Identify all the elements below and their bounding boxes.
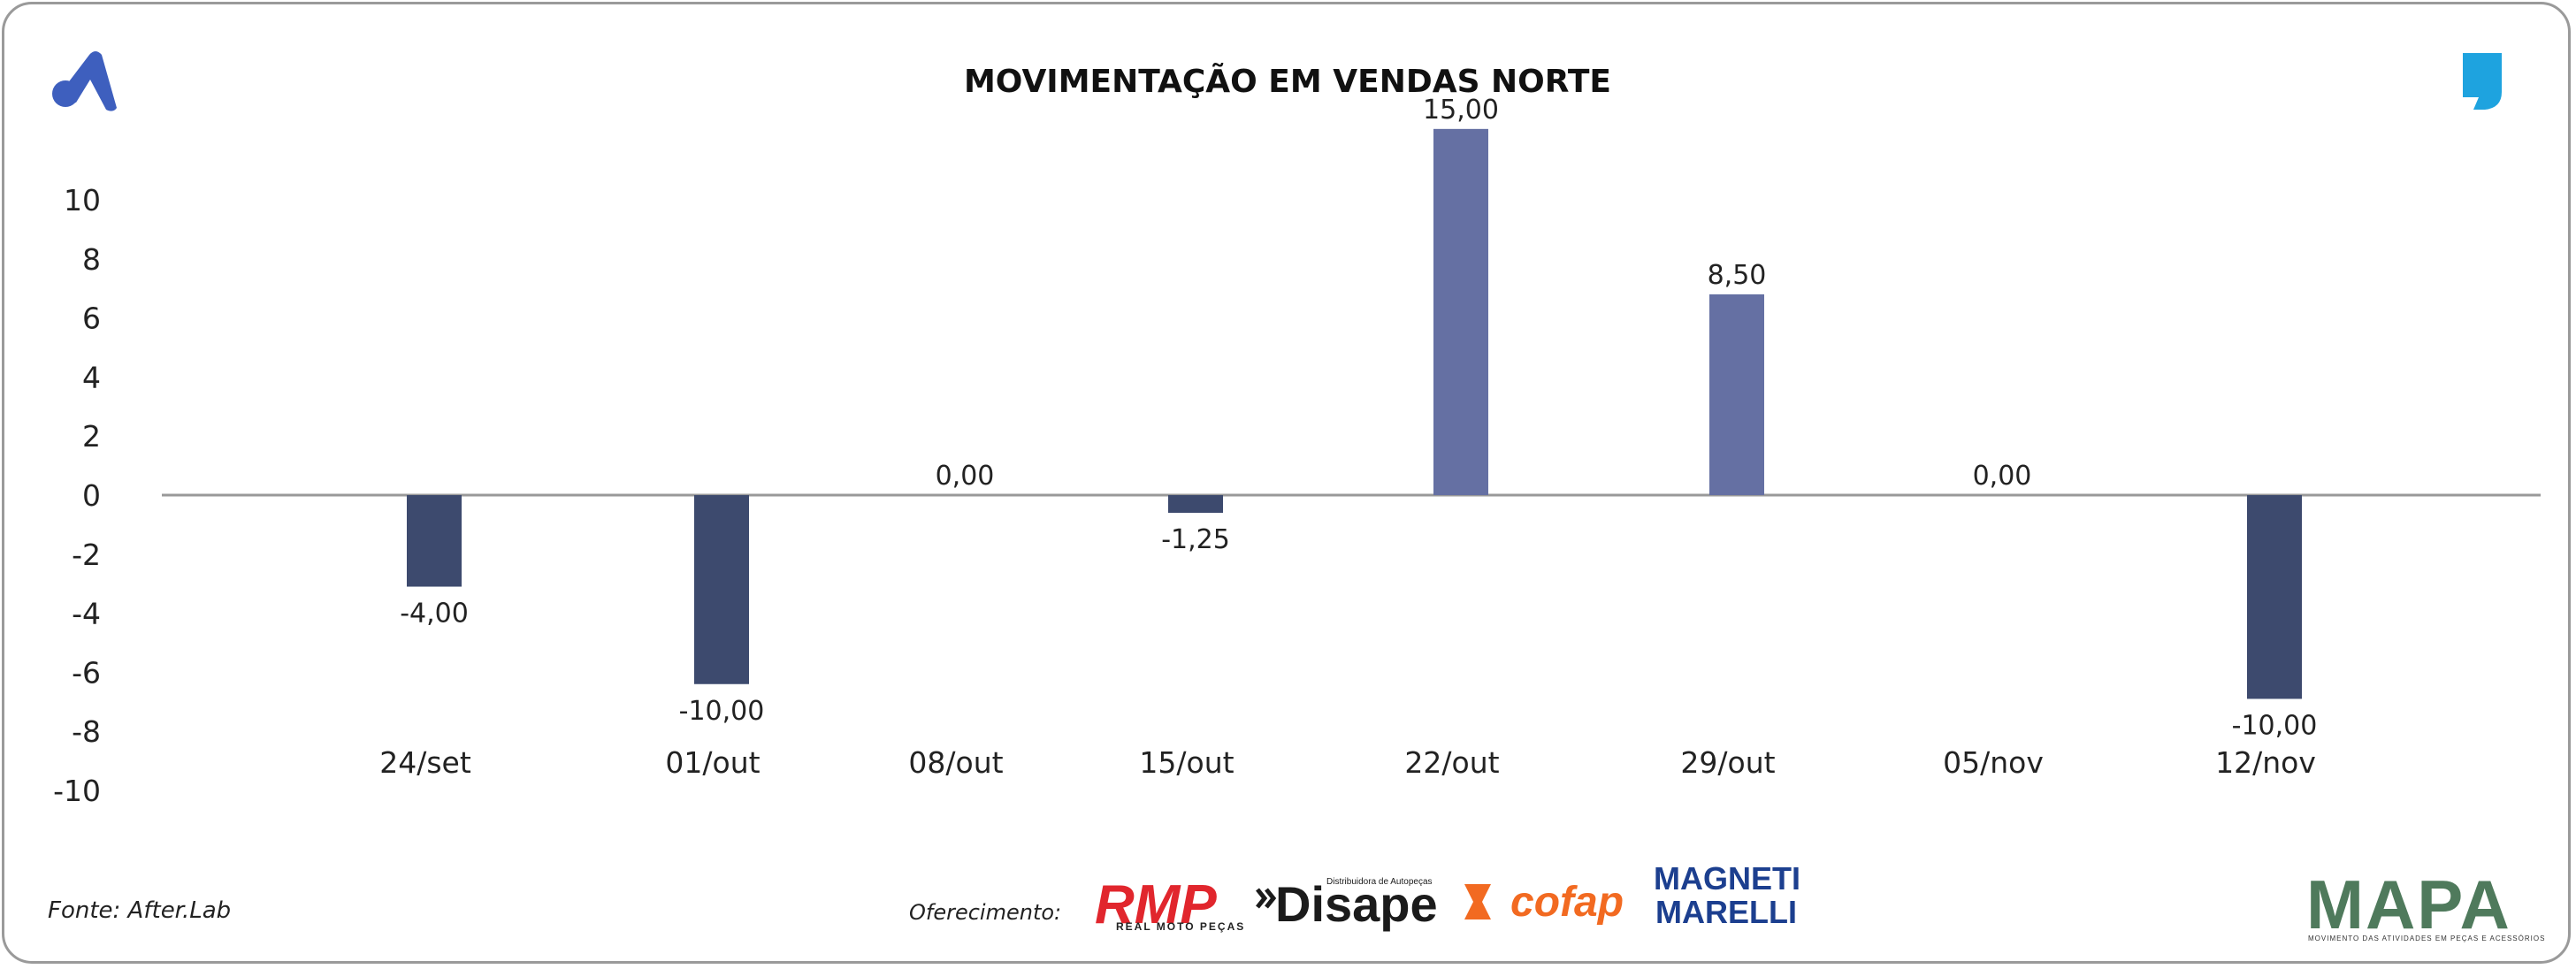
- category-label: 22/out: [1404, 745, 1499, 780]
- y-tick-label: -10: [53, 774, 101, 808]
- bar: [1168, 495, 1223, 514]
- y-tick-label: 2: [82, 419, 101, 454]
- y-tick-label: 10: [64, 183, 101, 217]
- category-label: 12/nov: [2215, 745, 2316, 780]
- y-tick-label: -6: [72, 655, 101, 690]
- disape-logo-subtext: Distribuidora de Autopeças: [1326, 877, 1433, 887]
- cofap-logo-text: cofap: [1510, 879, 1624, 926]
- y-tick-label: 0: [82, 478, 101, 513]
- source-label: Fonte: After.Lab: [48, 897, 231, 924]
- y-tick-label: 8: [82, 242, 101, 277]
- data-label: 15,00: [1423, 95, 1499, 126]
- category-label: 15/out: [1139, 745, 1234, 780]
- magneti-logo-text: MAGNETI: [1654, 860, 1800, 897]
- category-label: 01/out: [665, 745, 760, 780]
- marelli-logo-text: MARELLI: [1655, 894, 1797, 930]
- mapa-logo-text: MAPA: [2306, 866, 2511, 943]
- chart-title: MOVIMENTAÇÃO EM VENDAS NORTE: [964, 63, 1611, 100]
- y-tick-label: 4: [82, 360, 101, 394]
- bar: [2247, 495, 2302, 699]
- cofap-logo: cofap: [1464, 879, 1624, 926]
- bar: [1709, 294, 1764, 495]
- disape-logo: Distribuidora de Autopeças Disape: [1256, 876, 1438, 932]
- data-label: 0,00: [936, 461, 995, 492]
- magneti-marelli-logo: MAGNETI MARELLI: [1654, 860, 1800, 930]
- data-label: -10,00: [679, 696, 765, 727]
- offer-label: Oferecimento:: [909, 900, 1061, 925]
- quote-mark-icon: [2463, 53, 2502, 110]
- rmp-logo-text: RMP: [1095, 874, 1217, 935]
- category-label: 08/out: [908, 745, 1003, 780]
- bar: [407, 495, 462, 587]
- a-logo-icon: [52, 51, 117, 111]
- data-label: 0,00: [1973, 461, 2032, 492]
- data-label: -4,00: [400, 599, 469, 629]
- mapa-logo: MAPA MOVIMENTO DAS ATIVIDADES EM PEÇAS E…: [2306, 866, 2545, 943]
- y-axis-ticks: 10 8 6 4 2 0 -2 -4 -6 -8 -10: [53, 183, 101, 808]
- y-tick-label: -4: [72, 597, 101, 631]
- y-tick-label: -8: [72, 714, 101, 749]
- bar: [1433, 128, 1488, 495]
- data-label: 8,50: [1708, 260, 1767, 291]
- category-label: 05/nov: [1943, 745, 2044, 780]
- category-labels-group: 24/set 01/out 08/out 15/out 22/out 29/out 05/n…: [379, 745, 2316, 780]
- y-tick-label: 6: [82, 301, 101, 336]
- mapa-logo-subtext: MOVIMENTO DAS ATIVIDADES EM PEÇAS E ACES…: [2308, 935, 2545, 942]
- y-tick-label: -2: [72, 538, 101, 572]
- data-label: -1,25: [1161, 524, 1230, 555]
- category-label: 24/set: [379, 745, 471, 780]
- bar: [694, 495, 749, 684]
- category-label: 29/out: [1680, 745, 1775, 780]
- rmp-logo-subtext: REAL MOTO PEÇAS: [1116, 920, 1245, 933]
- data-label: -10,00: [2232, 710, 2318, 741]
- disape-logo-text: Disape: [1275, 876, 1438, 932]
- rmp-logo: RMP REAL MOTO PEÇAS: [1095, 874, 1245, 935]
- bars-group: [407, 128, 2302, 699]
- data-labels-group: -4,00 -10,00 0,00 -1,25 15,00 8,50 0,00 -10,00: [400, 95, 2317, 742]
